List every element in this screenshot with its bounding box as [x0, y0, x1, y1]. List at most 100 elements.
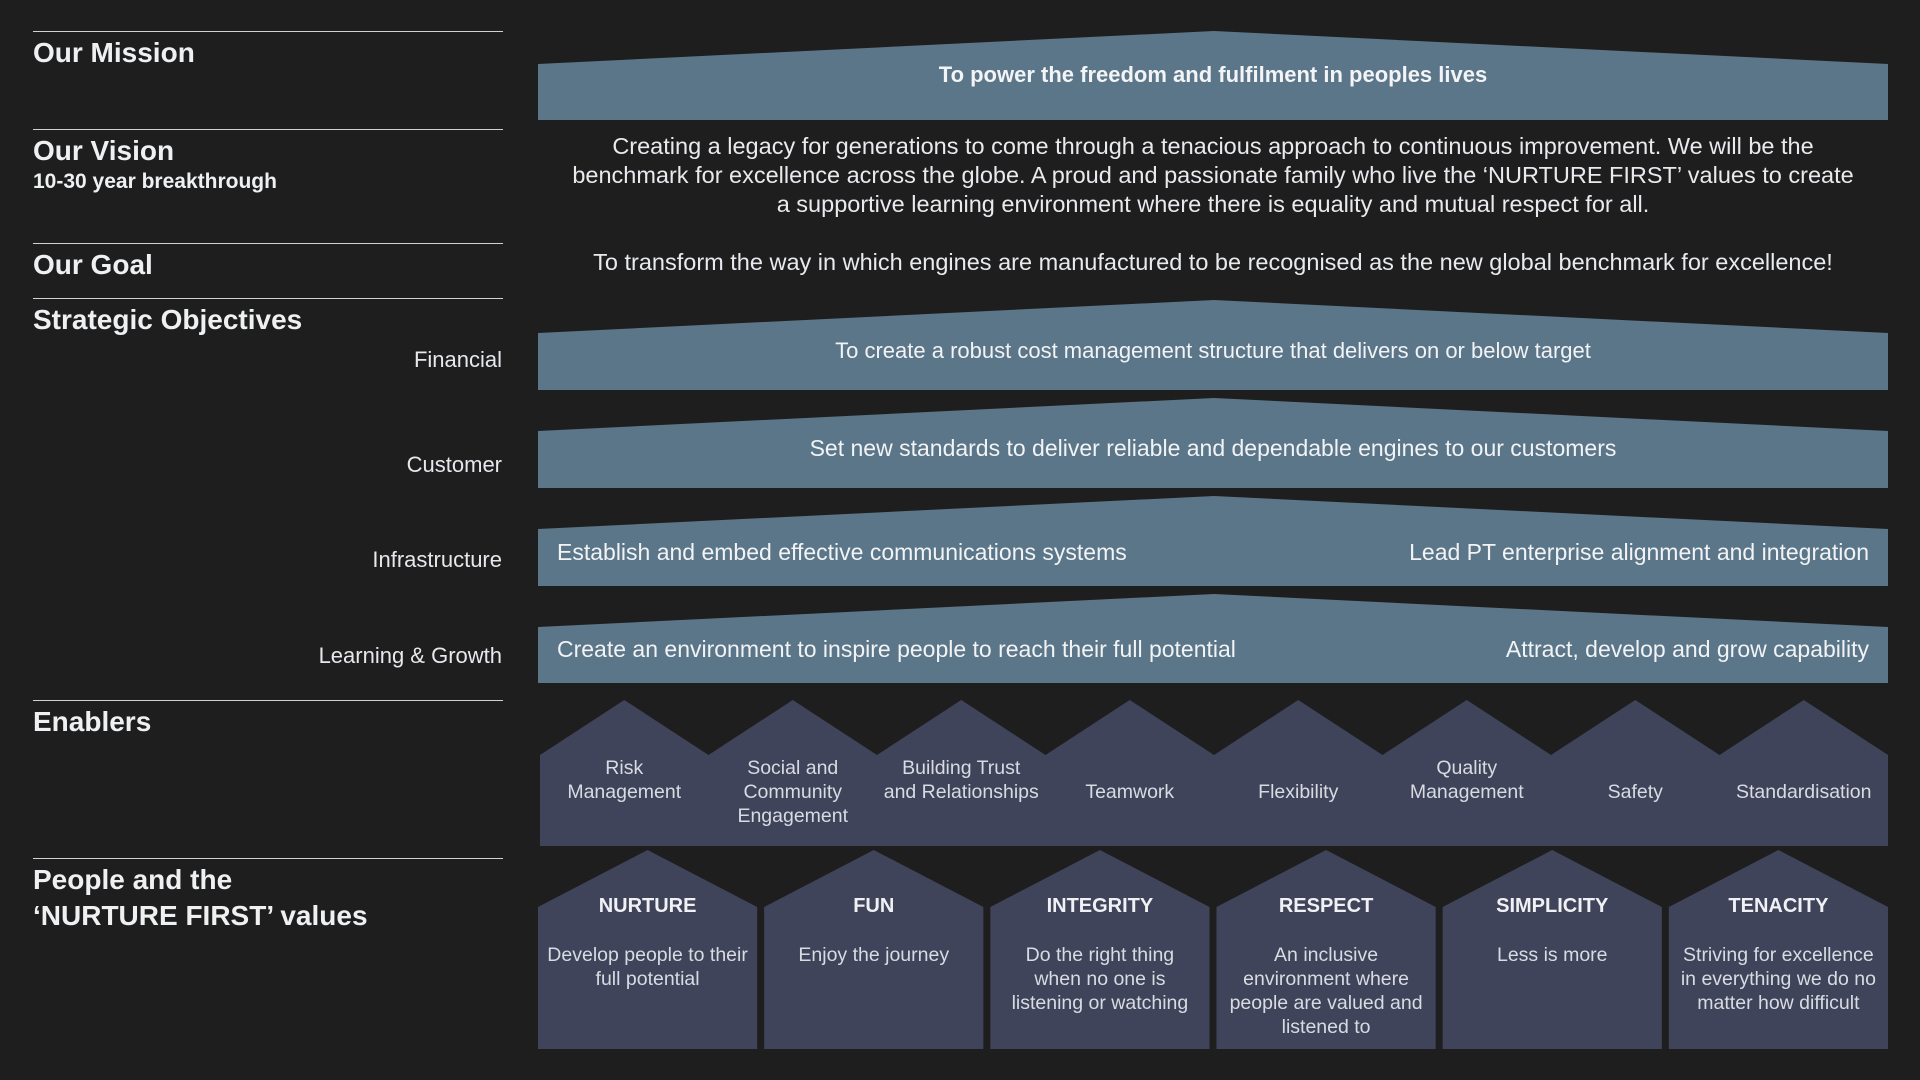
- enabler-house-shape: [1551, 700, 1720, 846]
- enabler-label: Standardisation: [1724, 756, 1884, 828]
- enabler-label-line: Safety: [1607, 781, 1663, 803]
- enabler-label: Safety: [1555, 756, 1715, 828]
- enabler-label-line: [1387, 804, 1547, 828]
- value-description-line: people are valued and: [1229, 992, 1423, 1014]
- value-house-shape: [1442, 850, 1662, 1049]
- value-description-line: when no one is: [1034, 968, 1166, 990]
- customer-band: [538, 398, 1888, 488]
- divider-mission: [33, 31, 503, 32]
- enabler-house-shape: [877, 700, 1046, 846]
- value-description-line: Enjoy the journey: [798, 944, 950, 966]
- enabler-label-line: and Relationships: [883, 781, 1039, 803]
- enabler-label-line: [544, 804, 704, 828]
- section-title-people-line2: ‘NURTURE FIRST’ values: [33, 900, 368, 931]
- value-description-line: matter how difficult: [1697, 992, 1860, 1014]
- enabler-label-line: Quality: [1436, 757, 1498, 779]
- financial-band: [538, 300, 1888, 390]
- value-description-line: environment where: [1243, 968, 1409, 990]
- mission-band: [538, 31, 1888, 120]
- enabler-label-line: [1555, 804, 1715, 828]
- enabler-label-line: [1218, 756, 1378, 780]
- enabler-label-line: [1050, 804, 1210, 828]
- enabler-label-line: Flexibility: [1258, 781, 1339, 803]
- enabler-label-line: [1050, 756, 1210, 780]
- learning-band: [538, 594, 1888, 683]
- section-title-goal: Our Goal: [33, 249, 153, 280]
- value-description-line: full potential: [595, 968, 700, 990]
- enabler-label-line: [1218, 804, 1378, 828]
- objective-infrastructure-left: Establish and embed effective communicat…: [557, 539, 1127, 565]
- enabler-label-line: [881, 804, 1041, 828]
- enabler-house-shape: [540, 700, 709, 846]
- enabler-label-line: [1555, 756, 1715, 780]
- enabler-label-line: Management: [567, 781, 682, 803]
- value-description-line: listened to: [1281, 1016, 1371, 1038]
- mission-text: To power the freedom and fulfilment in p…: [938, 62, 1488, 87]
- enabler-label-line: [1724, 756, 1884, 780]
- value-description-line: Do the right thing: [1025, 944, 1175, 966]
- value-title: FUN: [853, 895, 895, 917]
- enabler-label-line: [1724, 804, 1884, 828]
- value-house-shape: [764, 850, 984, 1049]
- enabler-label: Teamwork: [1050, 756, 1210, 828]
- goal-text: To transform the way in which engines ar…: [593, 249, 1833, 275]
- enabler-label-line: Risk: [605, 757, 644, 779]
- vision-text-line2: benchmark for excellence across the glob…: [572, 162, 1854, 188]
- value-description-line: in everything we do no: [1680, 968, 1876, 990]
- value-description-line: Less is more: [1496, 944, 1608, 966]
- enabler-label-line: Community: [743, 781, 843, 803]
- enabler-label-line: Standardisation: [1735, 781, 1872, 803]
- section-title-objectives: Strategic Objectives: [33, 304, 303, 335]
- divider-vision: [33, 129, 503, 130]
- value-house-shape: [1668, 850, 1888, 1049]
- divider-people: [33, 858, 503, 859]
- objective-label-financial: Financial: [413, 347, 502, 372]
- vision-text-line3: a supportive learning environment where …: [776, 191, 1650, 217]
- value-title: SIMPLICITY: [1496, 895, 1609, 917]
- value-title: INTEGRITY: [1046, 895, 1154, 917]
- enabler-label: Flexibility: [1218, 756, 1378, 828]
- value-description-line: An inclusive: [1274, 944, 1379, 966]
- enabler-label: Risk Management: [544, 756, 704, 828]
- value-description-line: Striving for excellence: [1683, 944, 1874, 966]
- value-title: NURTURE: [598, 895, 697, 917]
- enabler-label-line: Social and: [747, 757, 839, 779]
- enabler-label: Quality Management: [1387, 756, 1547, 828]
- section-title-enablers: Enablers: [33, 706, 152, 737]
- section-title-people-line1: People and the: [33, 864, 233, 895]
- enabler-label-line: Building Trust: [902, 757, 1021, 779]
- enabler-house-shape: [1382, 700, 1551, 846]
- enabler-house-shape: [1214, 700, 1383, 846]
- section-title-vision: Our Vision: [33, 135, 175, 166]
- value-house-shape: [538, 850, 758, 1049]
- value-description: Striving for excellence in everything we …: [1673, 943, 1883, 1015]
- divider-objectives: [33, 298, 503, 299]
- objective-label-infrastructure: Infrastructure: [372, 547, 502, 572]
- value-title: RESPECT: [1278, 895, 1374, 917]
- enabler-house-shape: [1045, 700, 1214, 846]
- divider-enablers: [33, 700, 503, 701]
- infrastructure-band: [538, 496, 1888, 586]
- enabler-label-line: Teamwork: [1085, 781, 1175, 803]
- value-house-shape: [1216, 850, 1436, 1049]
- objective-infrastructure-right: Lead PT enterprise alignment and integra…: [1409, 539, 1869, 565]
- value-houses: [538, 850, 1888, 1049]
- objective-customer-text: Set new standards to deliver reliable an…: [809, 435, 1617, 461]
- enabler-label: Building Trust and Relationships: [881, 756, 1041, 828]
- divider-goal: [33, 243, 503, 244]
- value-title: TENACITY: [1728, 895, 1829, 917]
- section-subtitle-vision: 10-30 year breakthrough: [33, 170, 277, 193]
- value-description: Develop people to their full potential: [543, 943, 753, 991]
- value-description: Less is more: [1447, 943, 1657, 967]
- section-title-mission: Our Mission: [33, 37, 195, 68]
- enabler-label-line: Engagement: [737, 805, 849, 827]
- value-house-shape: [990, 850, 1210, 1049]
- objective-financial-text: To create a robust cost management struc…: [835, 338, 1591, 363]
- objective-label-customer: Customer: [406, 452, 502, 477]
- objective-label-learning: Learning & Growth: [318, 643, 502, 668]
- enabler-label-line: Management: [1409, 781, 1524, 803]
- value-description-line: Develop people to their: [547, 944, 748, 966]
- enabler-label: Social and Community Engagement: [713, 756, 873, 828]
- enabler-house-shape: [708, 700, 877, 846]
